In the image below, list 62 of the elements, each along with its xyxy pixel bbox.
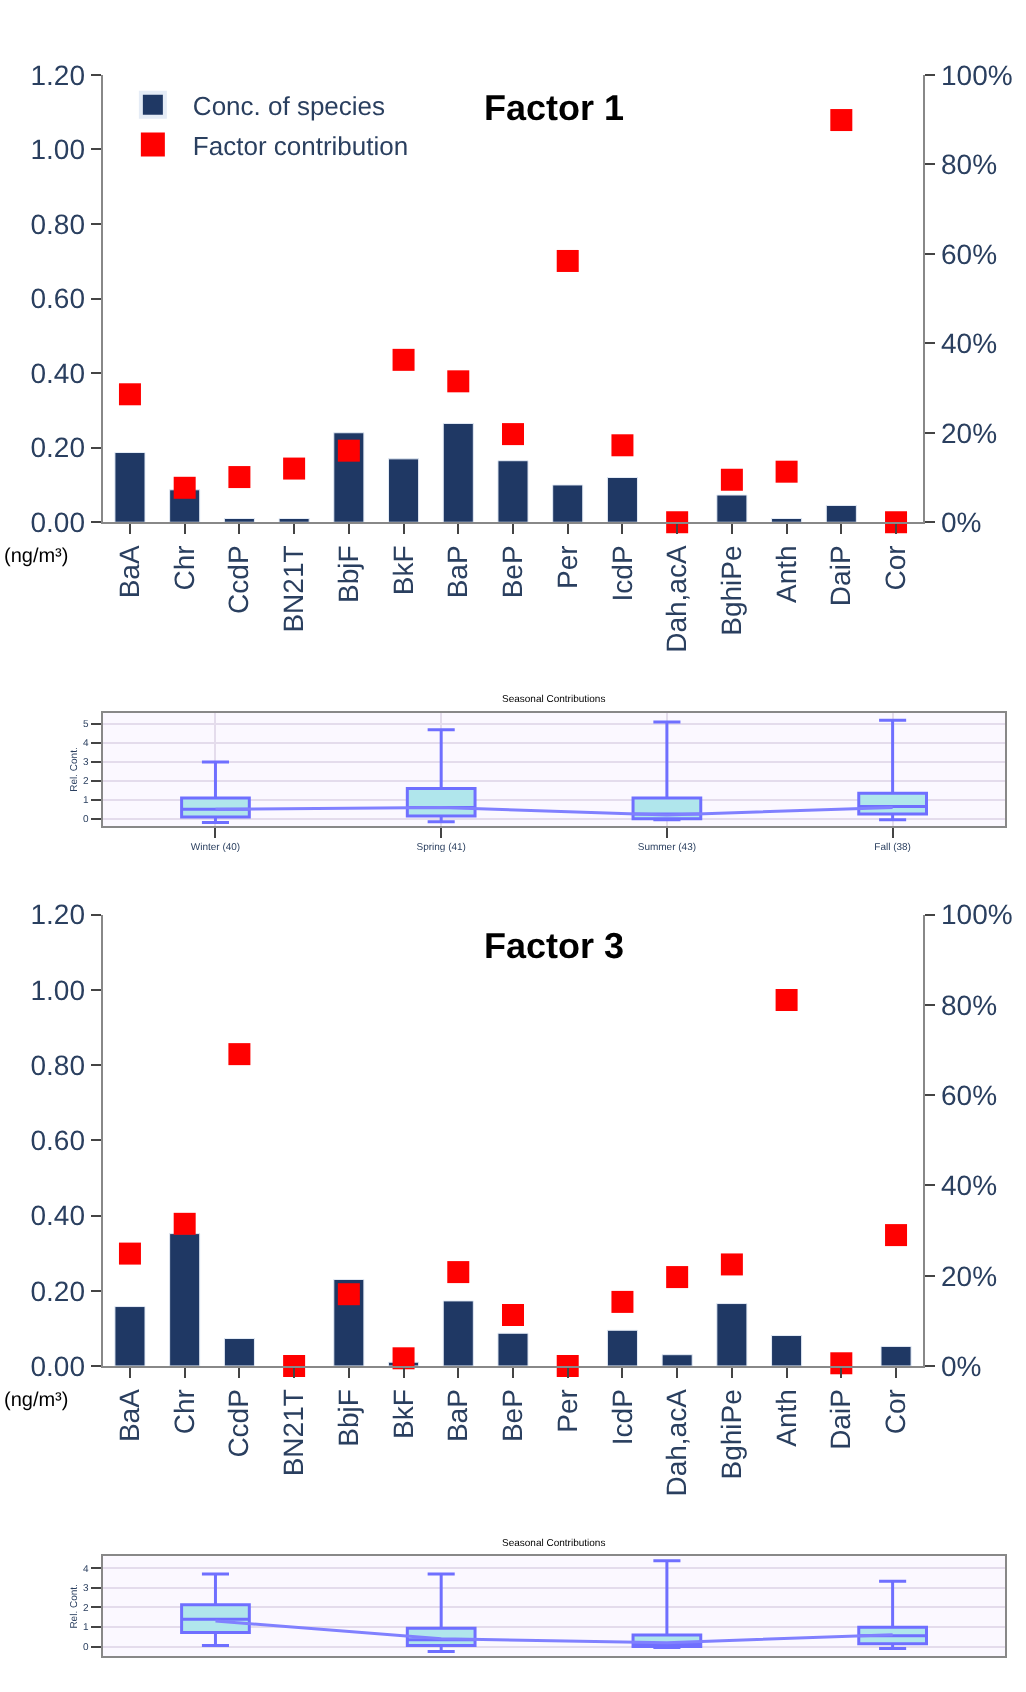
x-tick-label: BN21T bbox=[277, 1388, 310, 1477]
y2-tick-label: 0% bbox=[941, 506, 982, 539]
x-tick-label: Anth bbox=[769, 1389, 802, 1447]
x-tick-label: Per bbox=[550, 544, 583, 590]
x-tick-label: Chr bbox=[167, 1388, 200, 1435]
y-tick-label: 0.80 bbox=[30, 1048, 86, 1081]
x-tick-label: BeP bbox=[496, 1389, 529, 1443]
y-tick-label: 1.20 bbox=[30, 58, 86, 91]
y-tick-label: 0.40 bbox=[30, 1199, 86, 1232]
x-tick-label: IcdP bbox=[605, 1389, 638, 1446]
chart-title: Factor 1 bbox=[484, 88, 625, 128]
x-tick-label: BaA bbox=[113, 544, 146, 599]
y-tick-label: 0.40 bbox=[30, 356, 86, 389]
x-tick-label: CcdP bbox=[222, 1389, 255, 1458]
y2-tick-label: 80% bbox=[941, 148, 998, 181]
x-tick-label: Per bbox=[550, 1388, 583, 1433]
y-tick-label: 0.00 bbox=[30, 1349, 86, 1382]
y2-tick-label: 40% bbox=[941, 327, 998, 360]
y2-tick-label: 0% bbox=[941, 1349, 982, 1382]
y-tick-label: 0.60 bbox=[30, 282, 86, 315]
y2-tick-label: 100% bbox=[941, 58, 1013, 91]
y2-tick-label: 80% bbox=[941, 988, 998, 1021]
y2-tick-label: 20% bbox=[941, 1259, 998, 1292]
x-tick-label: CcdP bbox=[222, 545, 255, 614]
x-tick-label: BghiPe bbox=[714, 1388, 747, 1480]
text: (ng/m³) bbox=[4, 546, 69, 568]
y-tick-label: 0.20 bbox=[30, 1274, 86, 1307]
x-tick-label: Chr bbox=[167, 544, 200, 591]
x-tick-label: BaP bbox=[441, 1389, 474, 1443]
x-tick-label: BbjF bbox=[331, 545, 364, 604]
x-tick-label: DaiP bbox=[824, 1389, 857, 1450]
y-tick-label: 0.00 bbox=[30, 506, 86, 539]
x-tick-label: Cor bbox=[879, 544, 912, 591]
x-tick-label: DaiP bbox=[824, 545, 857, 607]
x-tick-label: BaP bbox=[441, 545, 474, 599]
x-tick-label: BkF bbox=[386, 545, 419, 596]
x-tick-label: Anth bbox=[769, 545, 802, 604]
y2-tick-label: 60% bbox=[941, 1079, 998, 1111]
x-tick-label: Dah,acA bbox=[660, 1387, 693, 1497]
y2-tick-label: 40% bbox=[941, 1169, 998, 1202]
text: (ng/m³) bbox=[4, 1390, 69, 1412]
x-tick-label: Cor bbox=[879, 1388, 912, 1435]
x-tick-label: BbjF bbox=[331, 1389, 364, 1447]
x-tick-label: BN21T bbox=[277, 544, 310, 633]
y2-tick-label: 60% bbox=[941, 237, 998, 270]
y2-tick-label: 100% bbox=[941, 898, 1013, 931]
x-tick-label: BkF bbox=[386, 1389, 419, 1439]
x-tick-label: Dah,acA bbox=[660, 544, 693, 653]
y2-tick-label: 20% bbox=[941, 416, 998, 449]
chart-title: Factor 3 bbox=[484, 926, 625, 966]
y-tick-label: 1.00 bbox=[30, 973, 86, 1006]
y-tick-label: 0.80 bbox=[30, 207, 86, 240]
legend-label: Factor contribution bbox=[192, 130, 409, 161]
y-tick-label: 0.60 bbox=[30, 1124, 86, 1157]
y-tick-label: 1.20 bbox=[30, 898, 86, 931]
legend-label: Conc. of species bbox=[192, 90, 387, 121]
y-tick-label: 1.00 bbox=[30, 133, 86, 166]
x-tick-label: BghiPe bbox=[714, 545, 747, 636]
x-tick-label: BaA bbox=[113, 1387, 146, 1443]
x-tick-label: BeP bbox=[496, 545, 529, 599]
x-tick-label: IcdP bbox=[605, 545, 638, 602]
y-tick-label: 0.20 bbox=[30, 431, 86, 464]
